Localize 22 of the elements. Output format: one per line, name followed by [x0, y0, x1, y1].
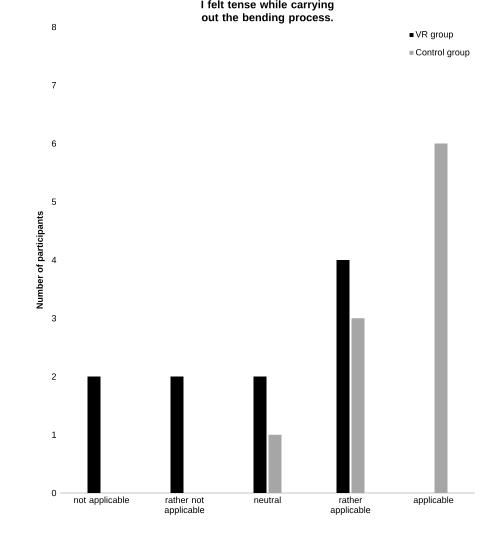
bar: [88, 376, 100, 493]
y-tick-label: 0: [52, 490, 56, 496]
x-tick-label: rather applicable: [330, 496, 370, 515]
y-tick-label: 2: [52, 373, 56, 380]
legend-label: Control group: [416, 48, 470, 58]
x-tick-label: applicable: [414, 496, 454, 505]
y-tick-label: 6: [52, 140, 56, 147]
y-axis-title: Number of participants: [36, 211, 45, 308]
x-tick-label: neutral: [254, 496, 281, 504]
y-tick-label: 5: [52, 198, 56, 205]
y-tick-label: 7: [52, 82, 56, 88]
bar: [336, 260, 350, 493]
y-tick-label: 8: [52, 24, 56, 30]
x-tick-label: not applicable: [74, 496, 130, 505]
y-tick-label: 1: [52, 432, 56, 438]
y-tick-label: 4: [52, 256, 56, 264]
legend-label: VR group: [416, 31, 453, 40]
x-tick-label: rather not applicable: [164, 496, 204, 515]
bar: [254, 376, 266, 493]
chart-title: I felt tense while carrying out the bending process.: [202, 0, 334, 24]
bar: [170, 376, 184, 493]
y-tick-label: 3: [52, 315, 56, 322]
